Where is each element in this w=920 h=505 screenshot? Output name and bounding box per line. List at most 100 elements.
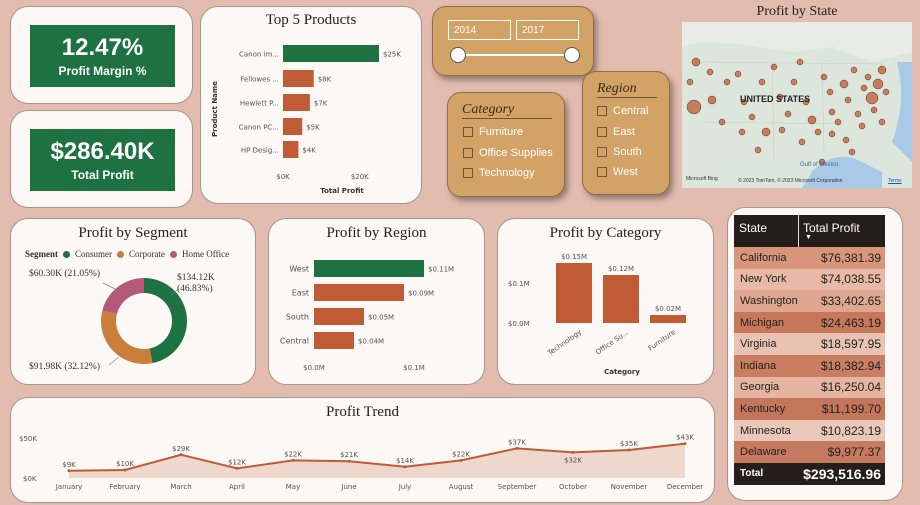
category-value-label: $0.12M	[608, 265, 634, 273]
region-option-south[interactable]: South	[597, 146, 642, 158]
profit-cell: $24,463.19	[820, 315, 881, 330]
product-tick: $20K	[351, 173, 369, 181]
region-bar	[314, 308, 364, 325]
trend-value-label: $14K	[396, 457, 414, 465]
table-row[interactable]: Delaware $9,977.37	[734, 441, 885, 463]
trend-value-label: $22K	[284, 450, 302, 458]
total-profit-value: $286.40K	[50, 138, 155, 165]
segment-card: Profit by Segment Segment Consumer Corpo…	[10, 218, 256, 385]
category-bar	[603, 275, 639, 323]
table-row[interactable]: Georgia $16,250.04	[734, 376, 885, 399]
region-value-label: $0.09M	[408, 290, 434, 298]
category-value-label: $0.15M	[561, 253, 587, 261]
checkbox-icon[interactable]	[463, 168, 473, 178]
map-bubble	[839, 79, 849, 89]
region-option-central[interactable]: Central	[597, 105, 648, 117]
donut-leader	[108, 356, 120, 366]
trend-value-label: $22K	[452, 450, 470, 458]
category-tick: $0.1M	[508, 280, 530, 288]
year-slicer[interactable]: 2014 2017	[432, 6, 594, 76]
region-slicer-title: Region	[597, 81, 657, 98]
profit-by-state-map[interactable]: UNITED STATES Gulf of Mexico Microsoft B…	[682, 22, 912, 188]
trend-value-label: $37K	[508, 438, 526, 446]
checkbox-icon[interactable]	[597, 127, 607, 137]
checkbox-icon[interactable]	[597, 147, 607, 157]
category-label: Technology	[546, 328, 584, 358]
map-bubble	[860, 84, 868, 92]
product-bar	[283, 94, 310, 111]
state-cell: Virginia	[740, 338, 777, 351]
trend-month-label: December	[667, 483, 703, 491]
state-cell: Delaware	[740, 446, 787, 459]
year-slider-start-handle[interactable]	[450, 47, 466, 63]
map-bubble	[802, 98, 810, 106]
map-bubble	[834, 118, 842, 126]
top-products-chart: Product Name Canon im... $25K Fellowes ... $…	[211, 45, 401, 195]
map-bubble	[718, 118, 726, 126]
table-row[interactable]: New York $74,038.55	[734, 268, 885, 291]
year-slider-end-handle[interactable]	[564, 47, 580, 63]
checkbox-icon[interactable]	[463, 127, 473, 137]
category-option-office-supplies[interactable]: Office Supplies	[463, 147, 553, 159]
table-row[interactable]: Kentucky $11,199.70	[734, 398, 885, 420]
map-title: Profit by State	[756, 4, 838, 19]
header-total-profit[interactable]: Total Profit ▼	[798, 215, 885, 247]
year-start-box[interactable]: 2014	[448, 20, 511, 40]
state-cell: California	[740, 251, 787, 264]
checkbox-icon[interactable]	[463, 148, 473, 158]
product-xaxis-title: Total Profit	[320, 187, 364, 195]
year-end-box[interactable]: 2017	[516, 20, 579, 40]
map-bubble	[691, 57, 701, 67]
map-bubble	[882, 88, 890, 96]
region-option-east[interactable]: East	[597, 126, 635, 138]
map-bubble	[748, 113, 756, 121]
region-slicer: Region Central East South West	[582, 71, 670, 195]
map-bubble	[723, 78, 731, 86]
table-row[interactable]: Washington $33,402.65	[734, 290, 885, 312]
state-profit-table[interactable]: State Total Profit ▼ California $76,381.3…	[734, 215, 885, 485]
legend-dot-home-office	[170, 250, 177, 258]
header-state[interactable]: State	[739, 221, 768, 235]
state-cell: Kentucky	[740, 402, 786, 415]
region-option-west[interactable]: West	[597, 166, 638, 178]
trend-point	[459, 458, 463, 462]
checkbox-icon[interactable]	[597, 106, 607, 116]
region-value-label: $0.05M	[368, 314, 394, 322]
category-option-technology[interactable]: Technology	[463, 167, 535, 179]
map-bubble	[807, 115, 817, 125]
trend-card: Profit Trend $50K $0K $9K January $10K Februa…	[10, 397, 715, 503]
map-terms-link[interactable]: Terms	[888, 178, 902, 184]
table-row[interactable]: California $76,381.39	[734, 247, 885, 269]
table-row[interactable]: Indiana $18,382.94	[734, 354, 885, 377]
state-cell: Michigan	[740, 316, 785, 329]
profit-cell: $9,977.37	[827, 445, 881, 460]
trend-point	[515, 446, 519, 450]
category-bar	[650, 315, 686, 323]
category-option-furniture[interactable]: Furniture	[463, 126, 523, 138]
map-bubble	[850, 66, 858, 74]
table-row[interactable]: Michigan $24,463.19	[734, 311, 885, 334]
map-bubble	[858, 122, 866, 130]
kpi-margin-tile: 12.47% Profit Margin %	[30, 25, 175, 87]
region-label: East	[292, 289, 309, 298]
product-tick: $0K	[276, 173, 290, 181]
trend-month-label: September	[498, 483, 537, 491]
trend-month-label: June	[340, 483, 356, 491]
region-value-label: $0.11M	[428, 266, 454, 274]
table-row[interactable]: Virginia $18,597.95	[734, 333, 885, 355]
map-bubble	[870, 106, 878, 114]
table-row[interactable]: Minnesota $10,823.19	[734, 419, 885, 442]
trend-point	[683, 442, 687, 446]
map-bubble	[784, 110, 792, 118]
map-bubble	[686, 99, 702, 115]
region-chart-title: Profit by Region	[326, 225, 427, 241]
checkbox-icon[interactable]	[597, 167, 607, 177]
total-label: Total	[740, 468, 764, 480]
map-canvas[interactable]	[682, 22, 912, 188]
product-value-label: $25K	[383, 51, 401, 59]
trend-point	[627, 448, 631, 452]
sort-desc-icon[interactable]: ▼	[805, 234, 812, 241]
map-logo: Microsoft Bing	[686, 176, 718, 182]
legend-consumer: Consumer	[75, 249, 112, 259]
segment-donut-chart	[101, 278, 188, 366]
